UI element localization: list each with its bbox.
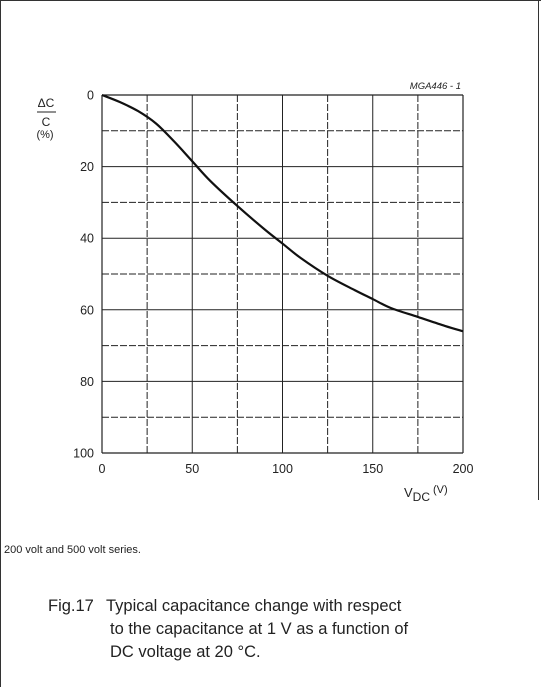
series-note: 200 volt and 500 volt series.: [4, 544, 141, 556]
ylabel-denominator: C: [42, 115, 51, 129]
page-border-left: [0, 0, 1, 687]
xlabel: VDC (V): [404, 484, 448, 504]
y-tick-label: 40: [80, 232, 94, 246]
page-border-top: [0, 0, 541, 1]
y-tick-label: 0: [87, 89, 94, 103]
y-tick-label: 100: [73, 447, 94, 461]
x-tick-label: 50: [185, 462, 199, 476]
figure-label: Fig.17: [48, 597, 94, 615]
x-tick-label: 200: [453, 462, 474, 476]
tick-labels: 0 50 100 150 200 0 20 40 60 80 100: [73, 89, 473, 477]
y-tick-label: 60: [80, 303, 94, 317]
series-line: [101, 93, 464, 333]
axes: [101, 94, 464, 454]
x-tick-label: 0: [99, 462, 106, 476]
x-tick-label: 150: [362, 462, 383, 476]
page-border-right: [538, 0, 539, 500]
y-tick-label: 80: [80, 375, 94, 389]
figure-caption: Fig.17 Typical capacitance change with re…: [48, 595, 518, 664]
grid: [102, 95, 463, 453]
caption-line-2: to the capacitance at 1 V as a function …: [110, 620, 409, 638]
caption-line-1: Typical capacitance change with respect: [106, 597, 402, 615]
code-label: MGA446 - 1: [410, 81, 461, 92]
ylabel-numerator: ΔC: [38, 96, 55, 110]
x-tick-label: 100: [272, 462, 293, 476]
caption-line-3: DC voltage at 20 °C.: [110, 643, 261, 661]
capacitance-chart: 0 50 100 150 200 0 20 40 60 80 100 MGA446 - 1 ΔC C…: [36, 81, 473, 504]
ylabel-unit: (%): [36, 129, 53, 141]
y-tick-label: 20: [80, 160, 94, 174]
